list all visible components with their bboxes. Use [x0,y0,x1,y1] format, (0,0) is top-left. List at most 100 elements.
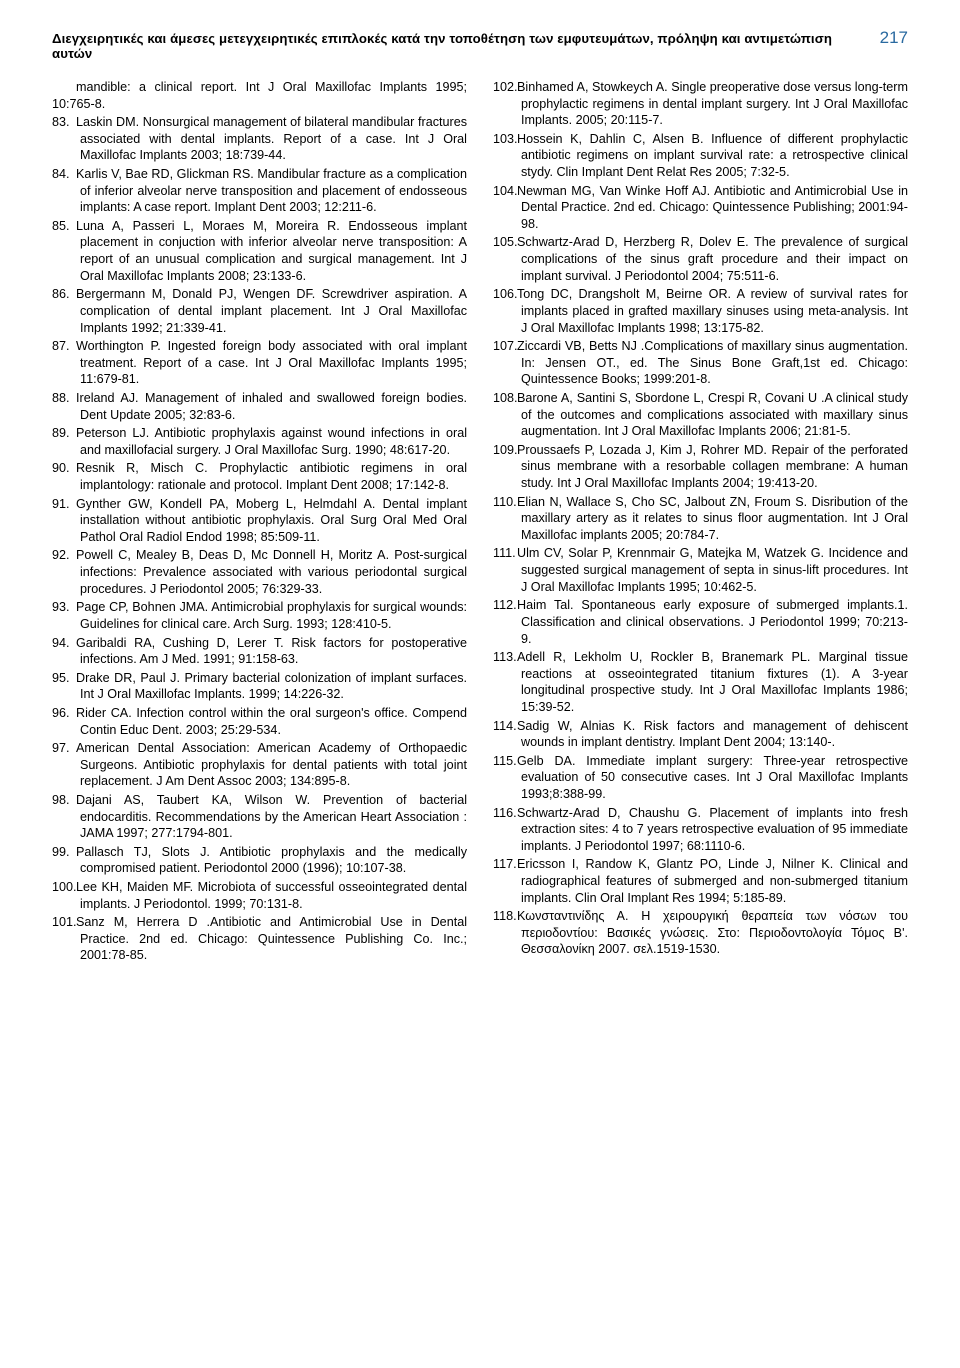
reference-item: 118.Κωνσταντινίδης Α. Η χειρουργική θερα… [493,908,908,958]
reference-number: 91. [52,496,76,513]
reference-item: 107.Ziccardi VB, Betts NJ .Complications… [493,338,908,388]
reference-number: 87. [52,338,76,355]
reference-text: Barone A, Santini S, Sbordone L, Crespi … [517,391,908,438]
reference-number: 101. [52,914,76,931]
reference-text: Bergermann M, Donald PJ, Wengen DF. Scre… [76,287,467,334]
page-number: 217 [862,28,908,48]
reference-number: 105. [493,234,517,251]
reference-item: 115.Gelb DA. Immediate implant surgery: … [493,753,908,803]
reference-text: Ziccardi VB, Betts NJ .Complications of … [517,339,908,386]
continuation-text: mandible: a clinical report. Int J Oral … [52,79,467,112]
reference-item: 90.Resnik R, Misch C. Prophylactic antib… [52,460,467,493]
reference-text: Hossein K, Dahlin C, Alsen B. Influence … [517,132,908,179]
reference-item: 89.Peterson LJ. Antibiotic prophylaxis a… [52,425,467,458]
reference-text: Powell C, Mealey B, Deas D, Mc Donnell H… [76,548,467,595]
reference-number: 115. [493,753,517,770]
reference-number: 84. [52,166,76,183]
reference-item: 91.Gynther GW, Kondell PA, Moberg L, Hel… [52,496,467,546]
reference-number: 96. [52,705,76,722]
reference-number: 116. [493,805,517,822]
page: Διεγχειρητικές και άμεσες μετεγχειρητικέ… [0,0,960,1368]
reference-number: 93. [52,599,76,616]
reference-item: 116.Schwartz-Arad D, Chaushu G. Placemen… [493,805,908,855]
reference-text: Resnik R, Misch C. Prophylactic antibiot… [76,461,467,492]
reference-number: 83. [52,114,76,131]
reference-item: 88.Ireland AJ. Management of inhaled and… [52,390,467,423]
reference-item: 110.Elian N, Wallace S, Cho SC, Jalbout … [493,494,908,544]
reference-item: 93.Page CP, Bohnen JMA. Antimicrobial pr… [52,599,467,632]
reference-number: 102. [493,79,517,96]
reference-text: Newman MG, Van Winke Hoff AJ. Antibiotic… [517,184,908,231]
reference-number: 106. [493,286,517,303]
reference-text: American Dental Association: American Ac… [76,741,467,788]
reference-item: 112.Haim Tal. Spontaneous early exposure… [493,597,908,647]
reference-item: 102.Binhamed A, Stowkeych A. Single preo… [493,79,908,129]
reference-item: 117.Ericsson I, Randow K, Glantz PO, Lin… [493,856,908,906]
reference-number: 107. [493,338,517,355]
reference-item: 96.Rider CA. Infection control within th… [52,705,467,738]
reference-number: 95. [52,670,76,687]
reference-text: Gelb DA. Immediate implant surgery: Thre… [517,754,908,801]
reference-item: 87.Worthington P. Ingested foreign body … [52,338,467,388]
reference-item: 105.Schwartz-Arad D, Herzberg R, Dolev E… [493,234,908,284]
reference-item: 103.Hossein K, Dahlin C, Alsen B. Influe… [493,131,908,181]
reference-text: Schwartz-Arad D, Chaushu G. Placement of… [517,806,908,853]
reference-number: 103. [493,131,517,148]
reference-number: 85. [52,218,76,235]
reference-text: Gynther GW, Kondell PA, Moberg L, Helmda… [76,497,467,544]
reference-item: 85.Luna A, Passeri L, Moraes M, Moreira … [52,218,467,284]
reference-text: Proussaefs P, Lozada J, Kim J, Rohrer MD… [517,443,908,490]
reference-item: 99.Pallasch TJ, Slots J. Antibiotic prop… [52,844,467,877]
reference-item: 111.Ulm CV, Solar P, Krennmair G, Matejk… [493,545,908,595]
reference-number: 94. [52,635,76,652]
reference-text: Garibaldi RA, Cushing D, Lerer T. Risk f… [76,636,467,667]
reference-text: Rider CA. Infection control within the o… [76,706,467,737]
reference-number: 90. [52,460,76,477]
reference-item: 83.Laskin DM. Nonsurgical management of … [52,114,467,164]
reference-item: 92.Powell C, Mealey B, Deas D, Mc Donnel… [52,547,467,597]
reference-number: 112. [493,597,517,614]
reference-text: Ericsson I, Randow K, Glantz PO, Linde J… [517,857,908,904]
reference-item: 98.Dajani AS, Taubert KA, Wilson W. Prev… [52,792,467,842]
reference-number: 113. [493,649,517,666]
reference-text: Ulm CV, Solar P, Krennmair G, Matejka M,… [517,546,908,593]
reference-number: 118. [493,908,517,925]
reference-item: 97.American Dental Association: American… [52,740,467,790]
reference-text: Tong DC, Drangsholt M, Beirne OR. A revi… [517,287,908,334]
reference-number: 86. [52,286,76,303]
reference-number: 92. [52,547,76,564]
reference-number: 100. [52,879,76,896]
reference-number: 98. [52,792,76,809]
reference-item: 84.Karlis V, Bae RD, Glickman RS. Mandib… [52,166,467,216]
reference-text: Dajani AS, Taubert KA, Wilson W. Prevent… [76,793,467,840]
reference-columns: mandible: a clinical report. Int J Oral … [52,79,908,964]
reference-item: 86.Bergermann M, Donald PJ, Wengen DF. S… [52,286,467,336]
reference-text: Worthington P. Ingested foreign body ass… [76,339,467,386]
reference-number: 99. [52,844,76,861]
reference-text: Schwartz-Arad D, Herzberg R, Dolev E. Th… [517,235,908,282]
reference-number: 97. [52,740,76,757]
reference-number: 104. [493,183,517,200]
reference-number: 117. [493,856,517,873]
reference-number: 111. [493,545,517,562]
reference-text: Laskin DM. Nonsurgical management of bil… [76,115,467,162]
reference-text: Sadig W, Alnias K. Risk factors and mana… [517,719,908,750]
reference-text: Haim Tal. Spontaneous early exposure of … [517,598,908,645]
reference-text: Page CP, Bohnen JMA. Antimicrobial proph… [76,600,467,631]
running-title: Διεγχειρητικές και άμεσες μετεγχειρητικέ… [52,31,862,61]
reference-text: Lee KH, Maiden MF. Microbiota of success… [76,880,467,911]
reference-text: Karlis V, Bae RD, Glickman RS. Mandibula… [76,167,467,214]
reference-text: Ireland AJ. Management of inhaled and sw… [76,391,467,422]
reference-text: Elian N, Wallace S, Cho SC, Jalbout ZN, … [517,495,908,542]
reference-number: 114. [493,718,517,735]
reference-item: 94.Garibaldi RA, Cushing D, Lerer T. Ris… [52,635,467,668]
reference-list: 83.Laskin DM. Nonsurgical management of … [52,79,908,964]
reference-text: Pallasch TJ, Slots J. Antibiotic prophyl… [76,845,467,876]
reference-text: Drake DR, Paul J. Primary bacterial colo… [76,671,467,702]
reference-text: Sanz M, Herrera D .Antibiotic and Antimi… [76,915,467,962]
reference-item: 114.Sadig W, Alnias K. Risk factors and … [493,718,908,751]
reference-item: 109.Proussaefs P, Lozada J, Kim J, Rohre… [493,442,908,492]
reference-number: 89. [52,425,76,442]
reference-number: 108. [493,390,517,407]
reference-text: Luna A, Passeri L, Moraes M, Moreira R. … [76,219,467,283]
